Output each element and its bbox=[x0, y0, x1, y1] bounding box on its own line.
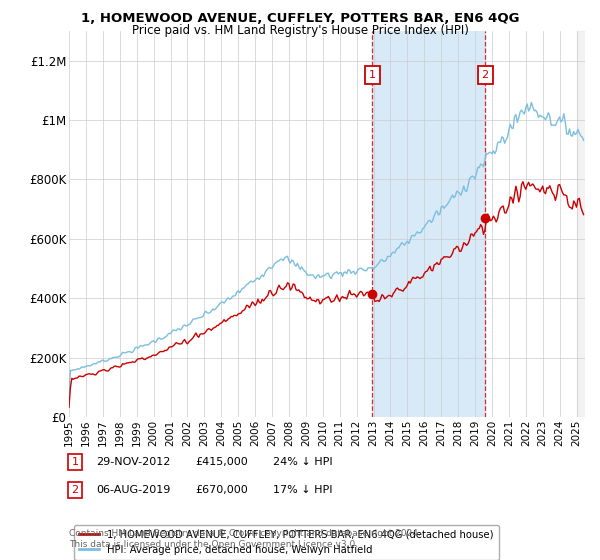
Text: 24% ↓ HPI: 24% ↓ HPI bbox=[273, 457, 332, 467]
Text: 2: 2 bbox=[71, 485, 79, 495]
Text: Price paid vs. HM Land Registry's House Price Index (HPI): Price paid vs. HM Land Registry's House … bbox=[131, 24, 469, 36]
Text: 1: 1 bbox=[368, 71, 376, 81]
Legend: 1, HOMEWOOD AVENUE, CUFFLEY, POTTERS BAR, EN6 4QG (detached house), HPI: Average: 1, HOMEWOOD AVENUE, CUFFLEY, POTTERS BAR… bbox=[74, 525, 499, 559]
Text: 1, HOMEWOOD AVENUE, CUFFLEY, POTTERS BAR, EN6 4QG: 1, HOMEWOOD AVENUE, CUFFLEY, POTTERS BAR… bbox=[81, 12, 519, 25]
Bar bbox=[372, 31, 485, 417]
Text: 29-NOV-2012: 29-NOV-2012 bbox=[96, 457, 170, 467]
Bar bbox=[577, 31, 587, 417]
Text: 17% ↓ HPI: 17% ↓ HPI bbox=[273, 485, 332, 495]
Text: 1: 1 bbox=[71, 457, 79, 467]
Text: 06-AUG-2019: 06-AUG-2019 bbox=[96, 485, 170, 495]
Text: Contains HM Land Registry data © Crown copyright and database right 2024.
This d: Contains HM Land Registry data © Crown c… bbox=[69, 529, 421, 549]
Text: £415,000: £415,000 bbox=[195, 457, 248, 467]
Text: £670,000: £670,000 bbox=[195, 485, 248, 495]
Text: 2: 2 bbox=[482, 71, 489, 81]
